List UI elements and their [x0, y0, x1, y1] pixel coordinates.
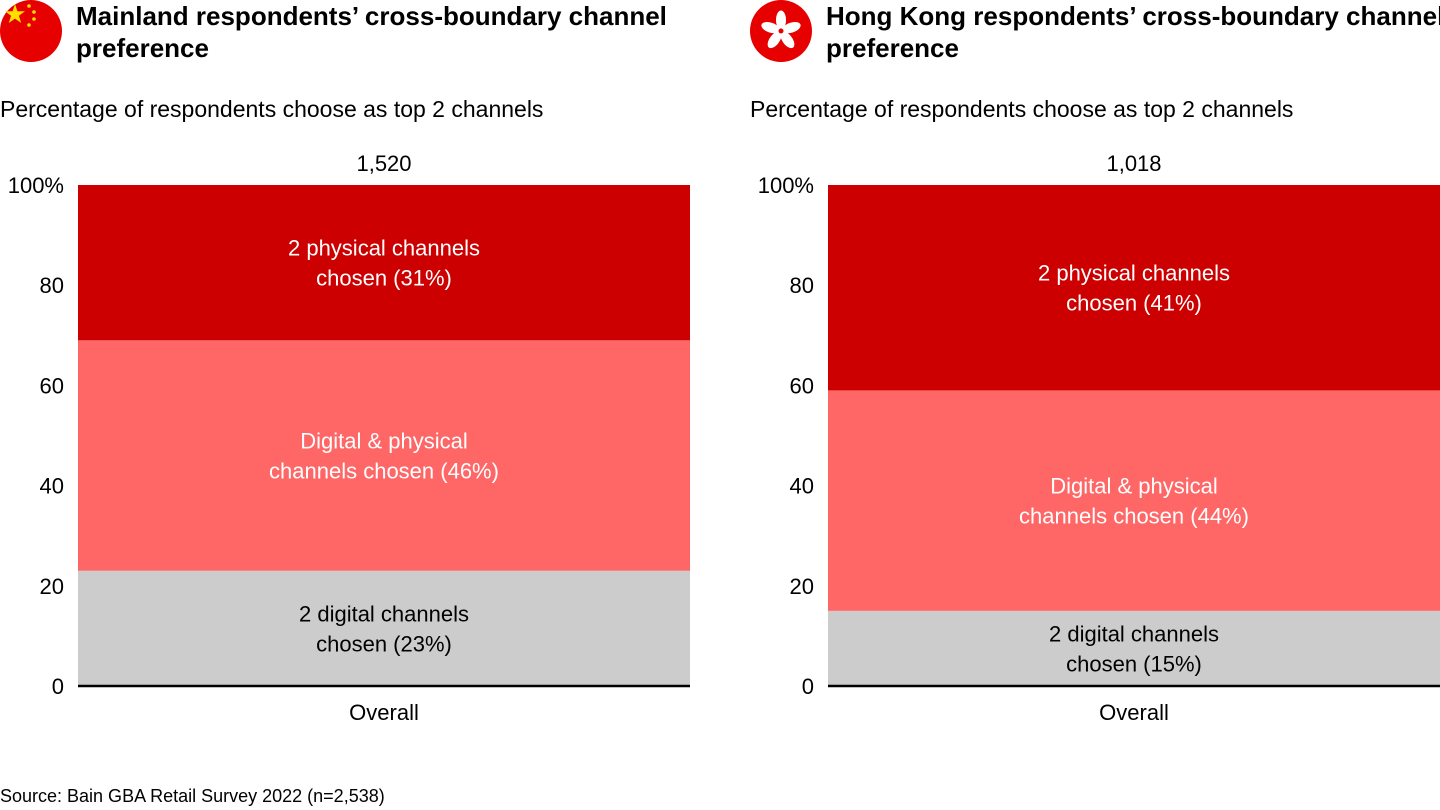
segment-label: Digital & physical	[300, 429, 468, 454]
y-tick-label: 60	[790, 373, 814, 398]
bar-segment	[828, 390, 1440, 611]
bar-segment	[78, 570, 690, 686]
bar-total-label: 1,018	[1106, 151, 1161, 176]
y-tick-label: 100%	[8, 173, 64, 198]
chart-title: Mainland respondents’ cross-boundary cha…	[76, 1, 667, 63]
hongkong-stacked-bar-chart: 0 20 40 60 80 100% 2 digital channels chosen (1…	[758, 151, 1440, 725]
y-tick-label: 100%	[758, 173, 814, 198]
y-tick-label: 20	[790, 574, 814, 599]
bar-segment	[828, 610, 1440, 686]
chart-subtitle: Percentage of respondents choose as top …	[750, 96, 1294, 122]
y-tick-label: 80	[790, 273, 814, 298]
segment-label: 2 physical channels	[1038, 261, 1230, 286]
segment-label: channels chosen (46%)	[269, 459, 499, 484]
y-tick-label: 20	[40, 574, 64, 599]
segment-label: 2 digital channels	[299, 601, 469, 626]
chart-title: Hong Kong respondents’ cross-boundary ch…	[826, 1, 1440, 63]
chart-subtitle: Percentage of respondents choose as top …	[0, 96, 544, 122]
y-tick-label: 0	[52, 674, 64, 699]
source-note: Source: Bain GBA Retail Survey 2022 (n=2…	[0, 786, 385, 806]
mainland-stacked-bar-chart: 0 20 40 60 80 100% 2 digital channels chosen (2…	[8, 151, 690, 725]
bar-segment	[828, 185, 1440, 391]
china-flag-icon	[0, 0, 62, 62]
segment-label: chosen (41%)	[1066, 291, 1202, 316]
x-category-label: Overall	[349, 700, 419, 725]
segment-label: chosen (31%)	[316, 266, 452, 291]
y-tick-label: 60	[40, 373, 64, 398]
hongkong-chart-panel: Hong Kong respondents’ cross-boundary ch…	[750, 0, 1440, 740]
x-category-label: Overall	[1099, 700, 1169, 725]
segment-label: 2 physical channels	[288, 236, 480, 261]
segment-label: Digital & physical	[1050, 474, 1218, 499]
bar-segment	[78, 185, 690, 341]
segment-label: 2 digital channels	[1049, 621, 1219, 646]
y-tick-label: 40	[790, 474, 814, 499]
mainland-chart-panel: Mainland respondents’ cross-boundary cha…	[0, 0, 700, 740]
segment-label: chosen (23%)	[316, 631, 452, 656]
bar-segment	[78, 340, 690, 571]
bar-total-label: 1,520	[356, 151, 411, 176]
segment-label: chosen (15%)	[1066, 651, 1202, 676]
y-tick-label: 40	[40, 474, 64, 499]
hong-kong-flag-icon	[750, 0, 812, 62]
y-tick-label: 80	[40, 273, 64, 298]
y-tick-label: 0	[802, 674, 814, 699]
segment-label: channels chosen (44%)	[1019, 504, 1249, 529]
